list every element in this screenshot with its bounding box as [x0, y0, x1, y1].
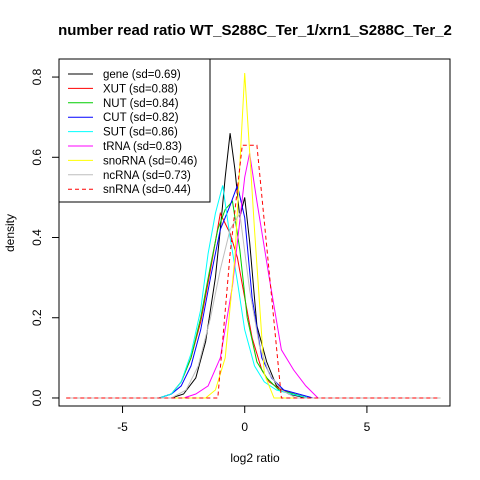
legend-label: XUT (sd=0.88) [103, 83, 178, 95]
series-line-0 [66, 133, 441, 399]
legend: gene (sd=0.69) XUT (sd=0.88) NUT (sd=0.84)… [58, 58, 211, 203]
y-tick-label: 0.6 [30, 149, 44, 166]
legend-label: NUT (sd=0.84) [103, 98, 179, 110]
y-axis-label: density [3, 214, 17, 252]
x-tick-label: -5 [117, 420, 128, 434]
series-line-4 [66, 185, 441, 399]
legend-label: snoRNA (sd=0.46) [103, 155, 197, 167]
series-line-7 [66, 211, 441, 399]
y-axis: 0.0 0.2 0.4 0.6 0.8 [30, 68, 60, 406]
legend-label: gene (sd=0.69) [103, 69, 181, 81]
x-axis: -5 0 5 [117, 405, 371, 434]
series-line-6 [66, 72, 441, 399]
x-axis-label: log2 ratio [230, 451, 280, 465]
y-tick-label: 0.4 [30, 229, 44, 246]
legend-label: ncRNA (sd=0.73) [103, 170, 191, 182]
chart-title: number read ratio WT_S288C_Ter_1/xrn1_S2… [58, 22, 452, 39]
legend-label: tRNA (sd=0.83) [103, 141, 182, 153]
legend-label: snRNA (sd=0.44) [103, 184, 191, 196]
series-lines [66, 72, 441, 399]
legend-box [58, 58, 211, 203]
series-line-3 [66, 183, 441, 399]
legend-label: SUT (sd=0.86) [103, 127, 178, 139]
series-line-8 [66, 144, 441, 399]
y-tick-label: 0.2 [30, 309, 44, 326]
x-tick-label: 5 [364, 420, 371, 434]
series-line-2 [66, 200, 441, 399]
legend-label: CUT (sd=0.82) [103, 112, 179, 124]
y-tick-label: 0.0 [30, 389, 44, 406]
y-tick-label: 0.8 [30, 68, 44, 85]
x-tick-label: 0 [241, 420, 248, 434]
